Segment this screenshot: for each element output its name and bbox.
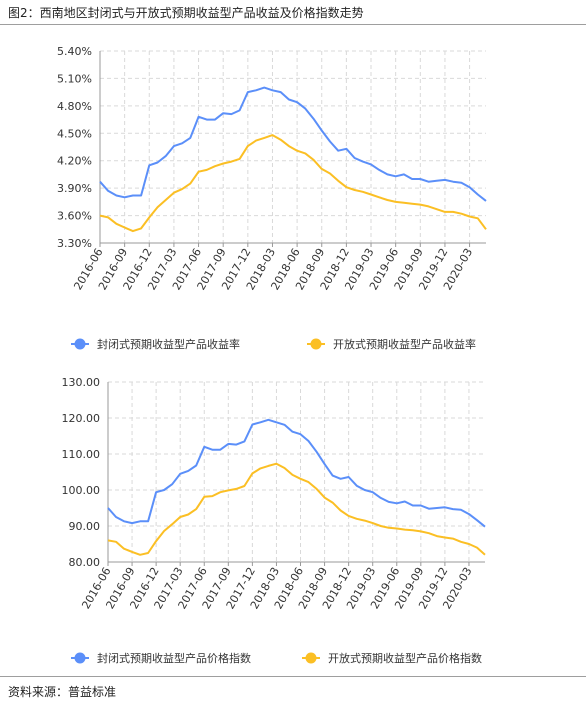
y-tick-label: 130.00 [62,376,101,389]
y-tick-label: 4.50% [57,127,92,140]
top-divider [0,24,586,25]
legend-label: 封闭式预期收益型产品价格指数 [97,651,251,665]
y-tick-label: 120.00 [62,412,101,425]
grid [99,50,486,244]
legend-item-2[interactable]: 开放式预期收益型产品收益率 [307,337,476,351]
y-tick-label: 90.00 [69,520,101,533]
figure-title: 图2：西南地区封闭式与开放式预期收益型产品收益及价格指数走势 [8,6,364,20]
y-tick-label: 5.40% [57,45,92,58]
y-tick-label: 100.00 [62,484,101,497]
y-tick-label: 5.10% [57,72,92,85]
series-line-1 [99,86,487,202]
grid [107,381,485,563]
series-line-1 [107,418,486,528]
y-tick-label: 110.00 [62,448,101,461]
y-tick-label: 4.20% [57,155,92,168]
y-tick-label: 4.80% [57,100,92,113]
source-note: 资料来源：普益标准 [8,685,117,699]
y-tick-label: 3.30% [57,237,92,250]
legend-marker [74,652,86,664]
series-line-2 [99,134,487,233]
y-tick-label: 80.00 [69,556,101,569]
y-tick-label: 3.60% [57,210,92,223]
legend-item-2[interactable]: 开放式预期收益型产品价格指数 [302,651,482,665]
legend-label: 开放式预期收益型产品价格指数 [328,651,482,665]
legend-marker [310,338,322,350]
price-index-chart: 130.00120.00110.00100.0090.0080.002016-0… [62,376,486,665]
legend-item-1[interactable]: 封闭式预期收益型产品价格指数 [71,651,251,665]
yield-chart: 5.40% 5.10% 4.80% 4.50% 4.20% 3.90% 3.60% 3.30%… [57,45,487,351]
legend-label: 封闭式预期收益型产品收益率 [97,337,240,351]
legend-marker [305,652,317,664]
legend-item-1[interactable]: 封闭式预期收益型产品收益率 [71,337,240,351]
legend-label: 开放式预期收益型产品收益率 [333,337,476,351]
series-line-2 [107,462,486,556]
bottom-divider [0,676,586,677]
legend-marker [74,338,86,350]
y-tick-label: 3.90% [57,182,92,195]
